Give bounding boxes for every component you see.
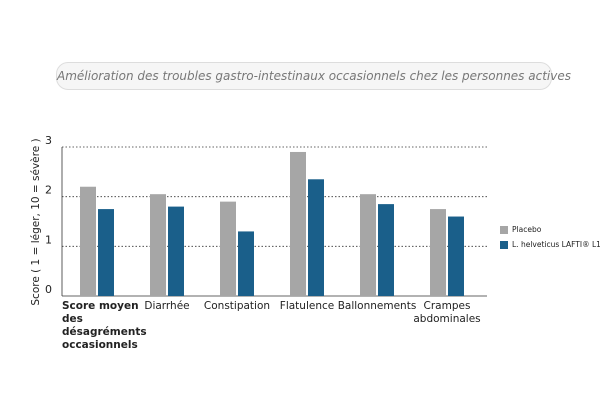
bar <box>308 179 324 296</box>
bar <box>168 206 184 296</box>
legend-swatch <box>500 241 508 249</box>
legend-label: Placebo <box>512 225 542 234</box>
x-tick-label: Ballonnements <box>337 300 417 312</box>
bar <box>290 151 306 296</box>
bar <box>80 186 96 296</box>
legend-swatch <box>500 226 508 234</box>
bar <box>360 194 376 296</box>
x-tick-label: Score moyen des désagréments occasionnel… <box>62 300 147 351</box>
y-tick-label: 0 <box>45 283 52 296</box>
y-axis-label: Score ( 1 = léger, 10 = sévère ) <box>30 138 42 305</box>
bar <box>238 231 254 296</box>
bar <box>98 209 114 296</box>
bar <box>430 209 446 296</box>
bar <box>448 216 464 296</box>
bar <box>220 201 236 296</box>
x-tick-label: Crampes abdominales <box>413 300 481 325</box>
x-tick-label: Diarrhée <box>144 300 190 312</box>
y-tick-label: 1 <box>45 233 52 246</box>
y-tick-label: 3 <box>45 134 52 147</box>
x-tick-label: Flatulence <box>279 300 335 312</box>
legend-label: L. helveticus LAFTI® L10 <box>512 240 600 249</box>
x-tick-label: Constipation <box>203 300 271 312</box>
y-tick-label: 2 <box>45 184 52 197</box>
bar <box>378 204 394 296</box>
chart-title: Amélioration des troubles gastro-intesti… <box>56 62 571 90</box>
bar <box>150 194 166 296</box>
